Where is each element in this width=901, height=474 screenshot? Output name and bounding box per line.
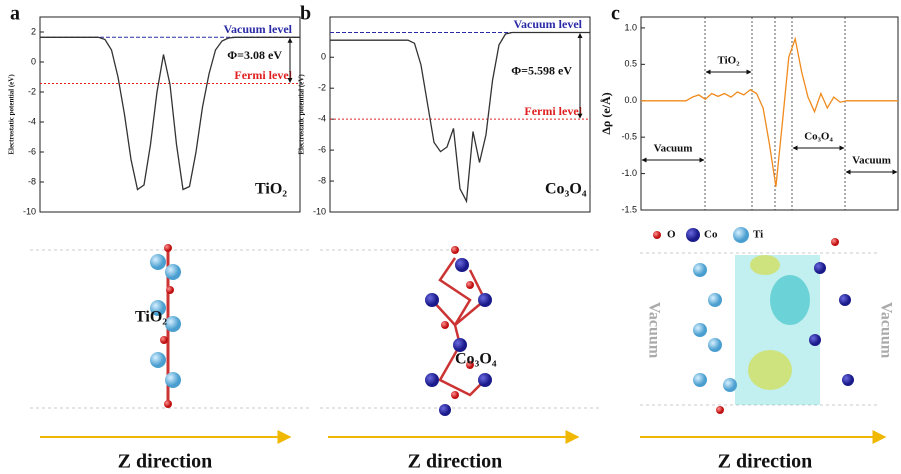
y-tick-label: -2 (318, 83, 326, 93)
level-label: Vacuum level (513, 17, 582, 31)
panel-label: a (10, 3, 20, 25)
y-tick-label: 0 (321, 52, 326, 62)
y-tick-label: -8 (28, 176, 36, 186)
work-function: Φ=5.598 eV (511, 64, 572, 78)
material-label: Co₃O₄ (545, 181, 587, 198)
y-tick-label: 0.0 (624, 95, 637, 105)
y-tick-label: 0 (31, 56, 36, 66)
axis-direction: Z direction (118, 451, 213, 473)
y-tick-label: -0.5 (621, 132, 637, 142)
tio2-structure (150, 244, 181, 408)
work-function: Φ=3.08 eV (227, 48, 282, 62)
y-tick-label: -4 (28, 116, 36, 126)
y-tick-label: -8 (318, 175, 326, 185)
y-tick-label: -2 (28, 86, 36, 96)
axis-direction: Z direction (718, 451, 813, 473)
structure-label: TiO₂ (135, 309, 167, 326)
y-tick-label: 0.5 (624, 59, 637, 69)
y-axis-label: Δρ (e/Å) (599, 92, 613, 134)
y-tick-label: -10 (313, 206, 326, 216)
co3o4-structure (425, 246, 492, 416)
panel-label: c (611, 3, 620, 25)
region-label: TiO₂ (717, 55, 740, 67)
plot-frame (641, 17, 898, 210)
legend-label: O (667, 229, 676, 241)
region-label: Vacuum (852, 155, 891, 167)
y-tick-label: 2 (31, 26, 36, 36)
y-tick-label: -1.5 (621, 204, 637, 214)
y-tick-label: -4 (318, 114, 326, 124)
legend-label: Co (704, 229, 718, 241)
level-label: Vacuum level (223, 22, 292, 36)
y-tick-label: -6 (28, 146, 36, 156)
panel-label: b (300, 3, 311, 25)
vacuum-label: Vacuum (645, 302, 662, 359)
y-tick-label: -10 (23, 206, 36, 216)
figure: TiO₂ Co₃O₄ O Co Ti Vacuum Vacuum Z direc… (0, 0, 901, 474)
y-tick-label: 1.0 (624, 22, 637, 32)
y-axis-label: Electrostatic potential (eV) (8, 74, 16, 155)
material-label: TiO₂ (255, 181, 287, 198)
legend-label: Ti (753, 229, 763, 241)
level-label: Fermi level (234, 68, 292, 82)
legend-o-marker (653, 231, 661, 239)
legend-co-marker (686, 228, 700, 242)
interface-structure (693, 238, 854, 414)
level-label: Fermi level (524, 104, 582, 118)
structure-label: Co₃O₄ (455, 351, 497, 368)
y-tick-label: -6 (318, 144, 326, 154)
vacuum-label: Vacuum (877, 302, 894, 359)
region-label: Co₃O₄ (804, 131, 833, 143)
y-tick-label: -1.0 (621, 168, 637, 178)
axis-direction: Z direction (408, 451, 503, 473)
region-label: Vacuum (654, 143, 693, 155)
legend-ti-marker (733, 227, 749, 243)
y-axis-label: Electrostatic potential (eV) (298, 74, 306, 155)
